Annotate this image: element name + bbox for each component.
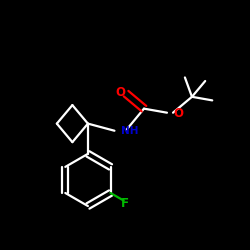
Text: NH: NH — [121, 126, 139, 136]
Text: O: O — [116, 86, 126, 99]
Text: F: F — [121, 197, 129, 210]
Text: O: O — [173, 107, 183, 120]
